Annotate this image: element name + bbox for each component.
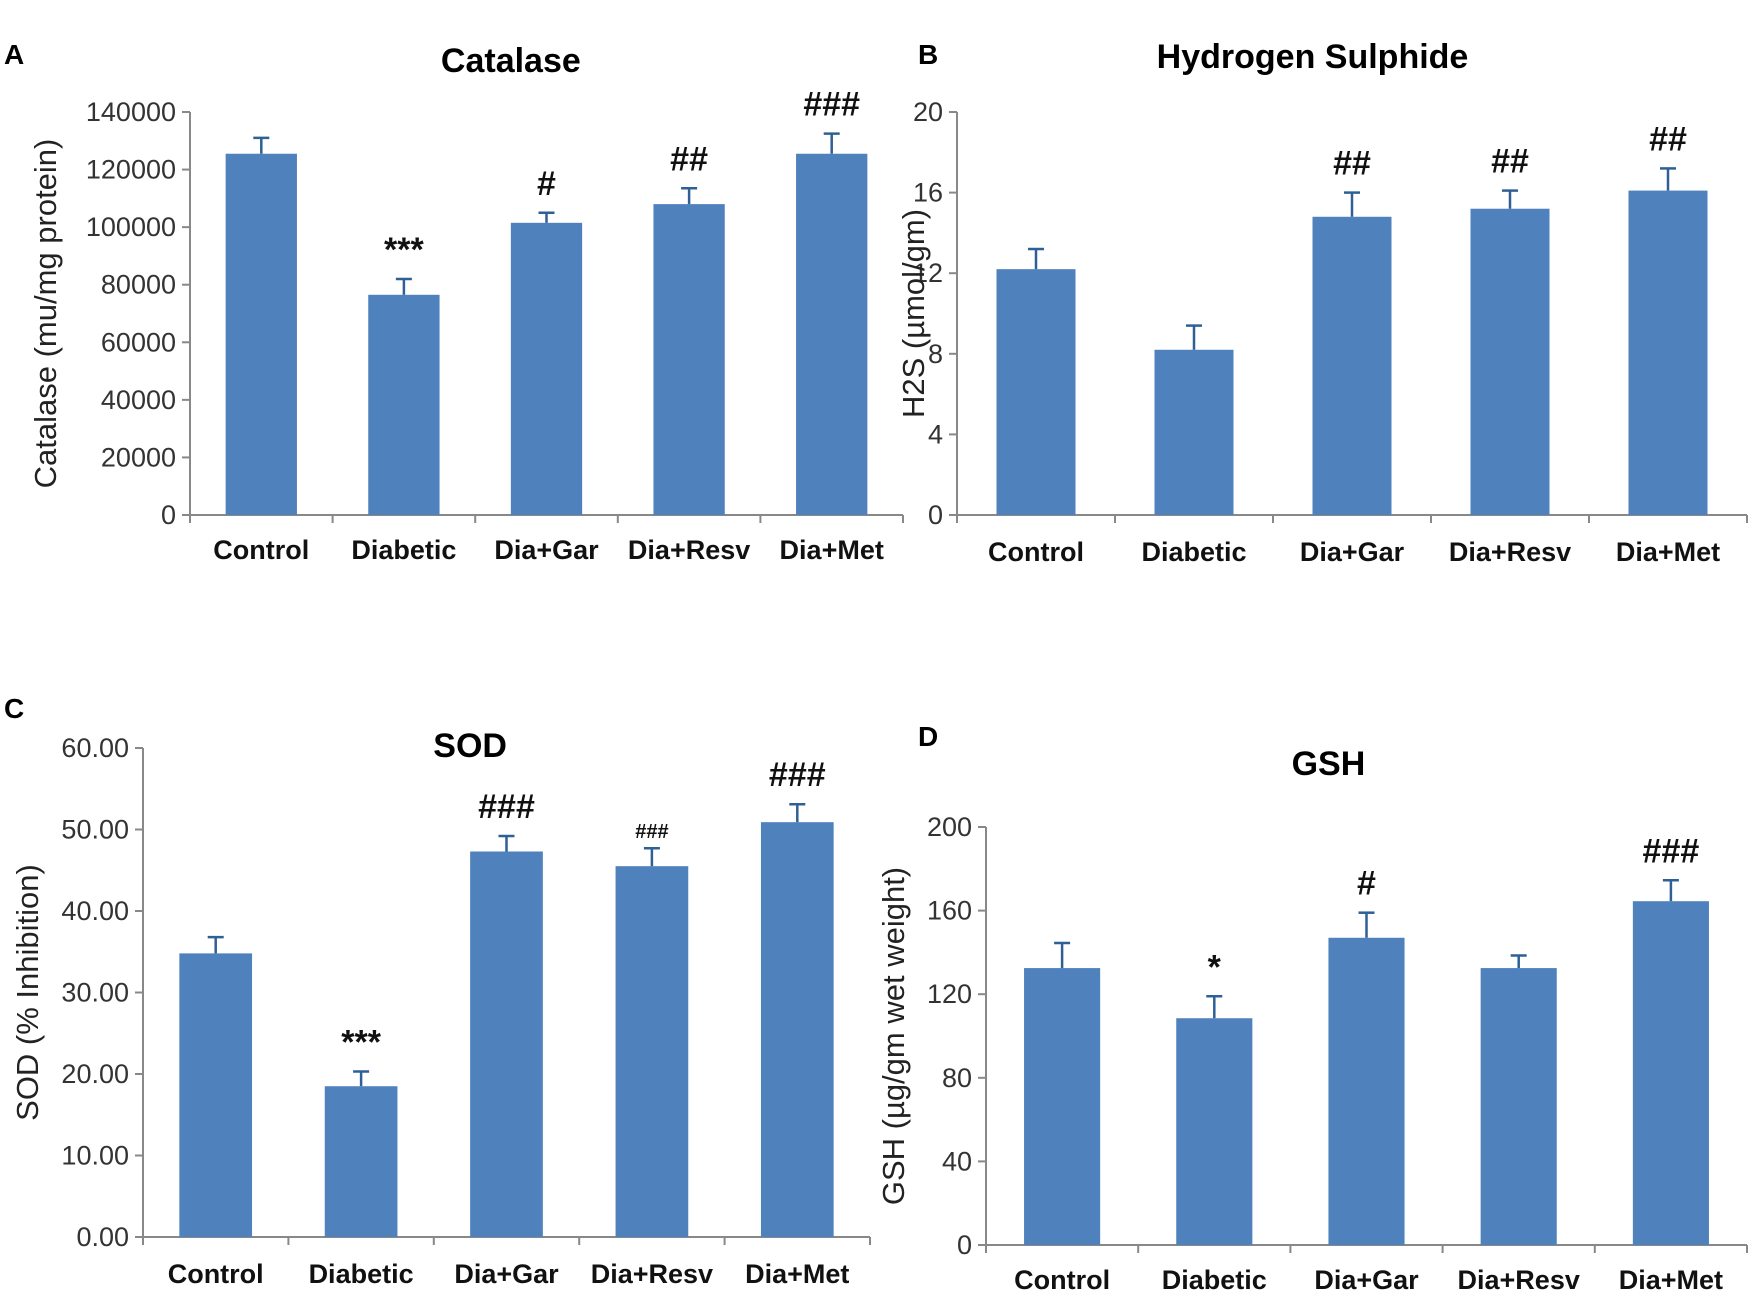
category-label-dia-met: Dia+Met xyxy=(745,1259,849,1289)
category-label-dia-met: Dia+Met xyxy=(780,535,884,565)
bar-diabetic xyxy=(324,1086,398,1237)
panel-letter: C xyxy=(4,693,24,724)
bar-dia-resv xyxy=(1480,968,1557,1245)
y-tick-label: 160 xyxy=(927,896,972,926)
significance-dia-resv: ## xyxy=(670,140,708,178)
bar-dia-met xyxy=(796,153,868,515)
chart-title: Catalase xyxy=(441,42,581,80)
category-label-dia-resv: Dia+Resv xyxy=(1458,1265,1580,1294)
bar-diabetic xyxy=(1176,1018,1253,1245)
y-tick-label: 0.00 xyxy=(76,1222,129,1252)
chart-title: Hydrogen Sulphide xyxy=(1157,38,1469,76)
significance-dia-met: ### xyxy=(803,86,860,124)
significance-dia-gar: ### xyxy=(478,788,535,826)
y-tick-label: 0 xyxy=(928,500,943,530)
bar-dia-resv xyxy=(615,866,689,1237)
panel-catalase: A Catalase 0 20000 40000 60000 80000 100000 1200… xyxy=(4,39,904,565)
significance-dia-resv: ## xyxy=(1491,143,1529,181)
significance-dia-met: ## xyxy=(1649,120,1687,158)
y-tick-label: 200 xyxy=(927,812,972,842)
y-tick-label: 50.00 xyxy=(61,815,129,845)
y-tick-label: 60000 xyxy=(101,327,176,357)
y-tick-label: 60.00 xyxy=(61,733,129,763)
y-tick-label: 40.00 xyxy=(61,896,129,926)
y-tick-label: 80000 xyxy=(101,270,176,300)
bar-dia-met xyxy=(1628,190,1708,515)
y-tick-label: 100000 xyxy=(86,212,176,242)
category-label-diabetic: Diabetic xyxy=(309,1259,414,1289)
significance-dia-gar: ## xyxy=(1333,145,1371,183)
y-axis-title: H2S (µmol/gm) xyxy=(896,209,931,418)
significance-dia-gar: # xyxy=(537,165,556,203)
bar-dia-resv xyxy=(653,204,725,515)
category-label-control: Control xyxy=(1014,1265,1110,1294)
y-tick-label: 16 xyxy=(913,178,943,208)
significance-dia-met: ### xyxy=(1643,832,1700,870)
bar-dia-gar xyxy=(470,851,543,1237)
y-axis-title: SOD (% Inhibition) xyxy=(10,864,45,1121)
y-tick-label: 120000 xyxy=(86,155,176,185)
y-tick-label: 4 xyxy=(928,419,943,449)
y-tick-label: 0 xyxy=(161,500,176,530)
bar-dia-resv xyxy=(1470,208,1550,515)
significance-dia-gar: # xyxy=(1357,865,1376,903)
y-tick-label: 0 xyxy=(957,1230,972,1260)
chart-title: GSH xyxy=(1292,745,1366,783)
category-label-control: Control xyxy=(168,1259,264,1289)
category-label-dia-met: Dia+Met xyxy=(1619,1265,1723,1294)
y-axis-title: GSH (µg/gm wet weight) xyxy=(876,867,911,1205)
category-label-dia-resv: Dia+Resv xyxy=(591,1259,713,1289)
bar-dia-gar xyxy=(1328,937,1405,1245)
category-label-control: Control xyxy=(988,537,1084,567)
significance-diabetic: *** xyxy=(341,1024,381,1062)
panel-gsh: D GSH 0 40 80 120 160 200 GSH (µg/gm wet weight)… xyxy=(876,721,1748,1294)
panel-letter: B xyxy=(918,39,938,70)
category-label-diabetic: Diabetic xyxy=(351,535,456,565)
y-tick-label: 80 xyxy=(942,1063,972,1093)
bar-control xyxy=(996,269,1076,515)
y-tick-label: 8 xyxy=(928,339,943,369)
bar-dia-gar xyxy=(510,222,583,515)
panel-hydrogen-sulphide: B Hydrogen Sulphide 0 4 8 12 16 20 H2S (µmol/gm)… xyxy=(896,38,1748,567)
chart-title: SOD xyxy=(433,727,507,765)
y-tick-label: 40000 xyxy=(101,385,176,415)
category-label-control: Control xyxy=(213,535,309,565)
significance-dia-met: ### xyxy=(769,756,826,794)
significance-dia-resv: ### xyxy=(635,821,668,843)
y-tick-label: 120 xyxy=(927,979,972,1009)
y-tick-label: 12 xyxy=(913,258,943,288)
y-tick-label: 20000 xyxy=(101,442,176,472)
category-label-diabetic: Diabetic xyxy=(1162,1265,1267,1294)
bar-dia-gar xyxy=(1312,216,1392,515)
category-label-diabetic: Diabetic xyxy=(1141,537,1246,567)
significance-diabetic: *** xyxy=(384,231,424,269)
category-label-dia-gar: Dia+Gar xyxy=(1300,537,1405,567)
panel-letter: A xyxy=(4,39,24,70)
y-tick-label: 140000 xyxy=(86,97,176,127)
y-tick-label: 40 xyxy=(942,1146,972,1176)
category-label-dia-resv: Dia+Resv xyxy=(628,535,750,565)
y-axis-title: Catalase (mu/mg protein) xyxy=(28,139,63,489)
bar-control xyxy=(225,153,297,515)
bar-diabetic xyxy=(1154,349,1234,515)
y-tick-label: 20 xyxy=(913,97,943,127)
category-label-dia-resv: Dia+Resv xyxy=(1449,537,1571,567)
bar-dia-met xyxy=(1632,901,1709,1245)
category-label-dia-gar: Dia+Gar xyxy=(494,535,599,565)
panel-letter: D xyxy=(918,721,938,752)
bar-control xyxy=(1024,968,1101,1245)
panel-sod: C SOD 0.00 10.00 20.00 30.00 40.00 50.00 60.00 SO… xyxy=(4,693,871,1289)
y-tick-label: 30.00 xyxy=(61,978,129,1008)
category-label-dia-gar: Dia+Gar xyxy=(454,1259,559,1289)
bar-control xyxy=(179,953,253,1237)
significance-diabetic: * xyxy=(1208,948,1222,986)
category-label-dia-gar: Dia+Gar xyxy=(1314,1265,1419,1294)
category-label-dia-met: Dia+Met xyxy=(1616,537,1720,567)
bar-dia-met xyxy=(760,822,834,1237)
bar-diabetic xyxy=(368,294,440,515)
y-tick-label: 20.00 xyxy=(61,1059,129,1089)
y-tick-label: 10.00 xyxy=(61,1141,129,1171)
